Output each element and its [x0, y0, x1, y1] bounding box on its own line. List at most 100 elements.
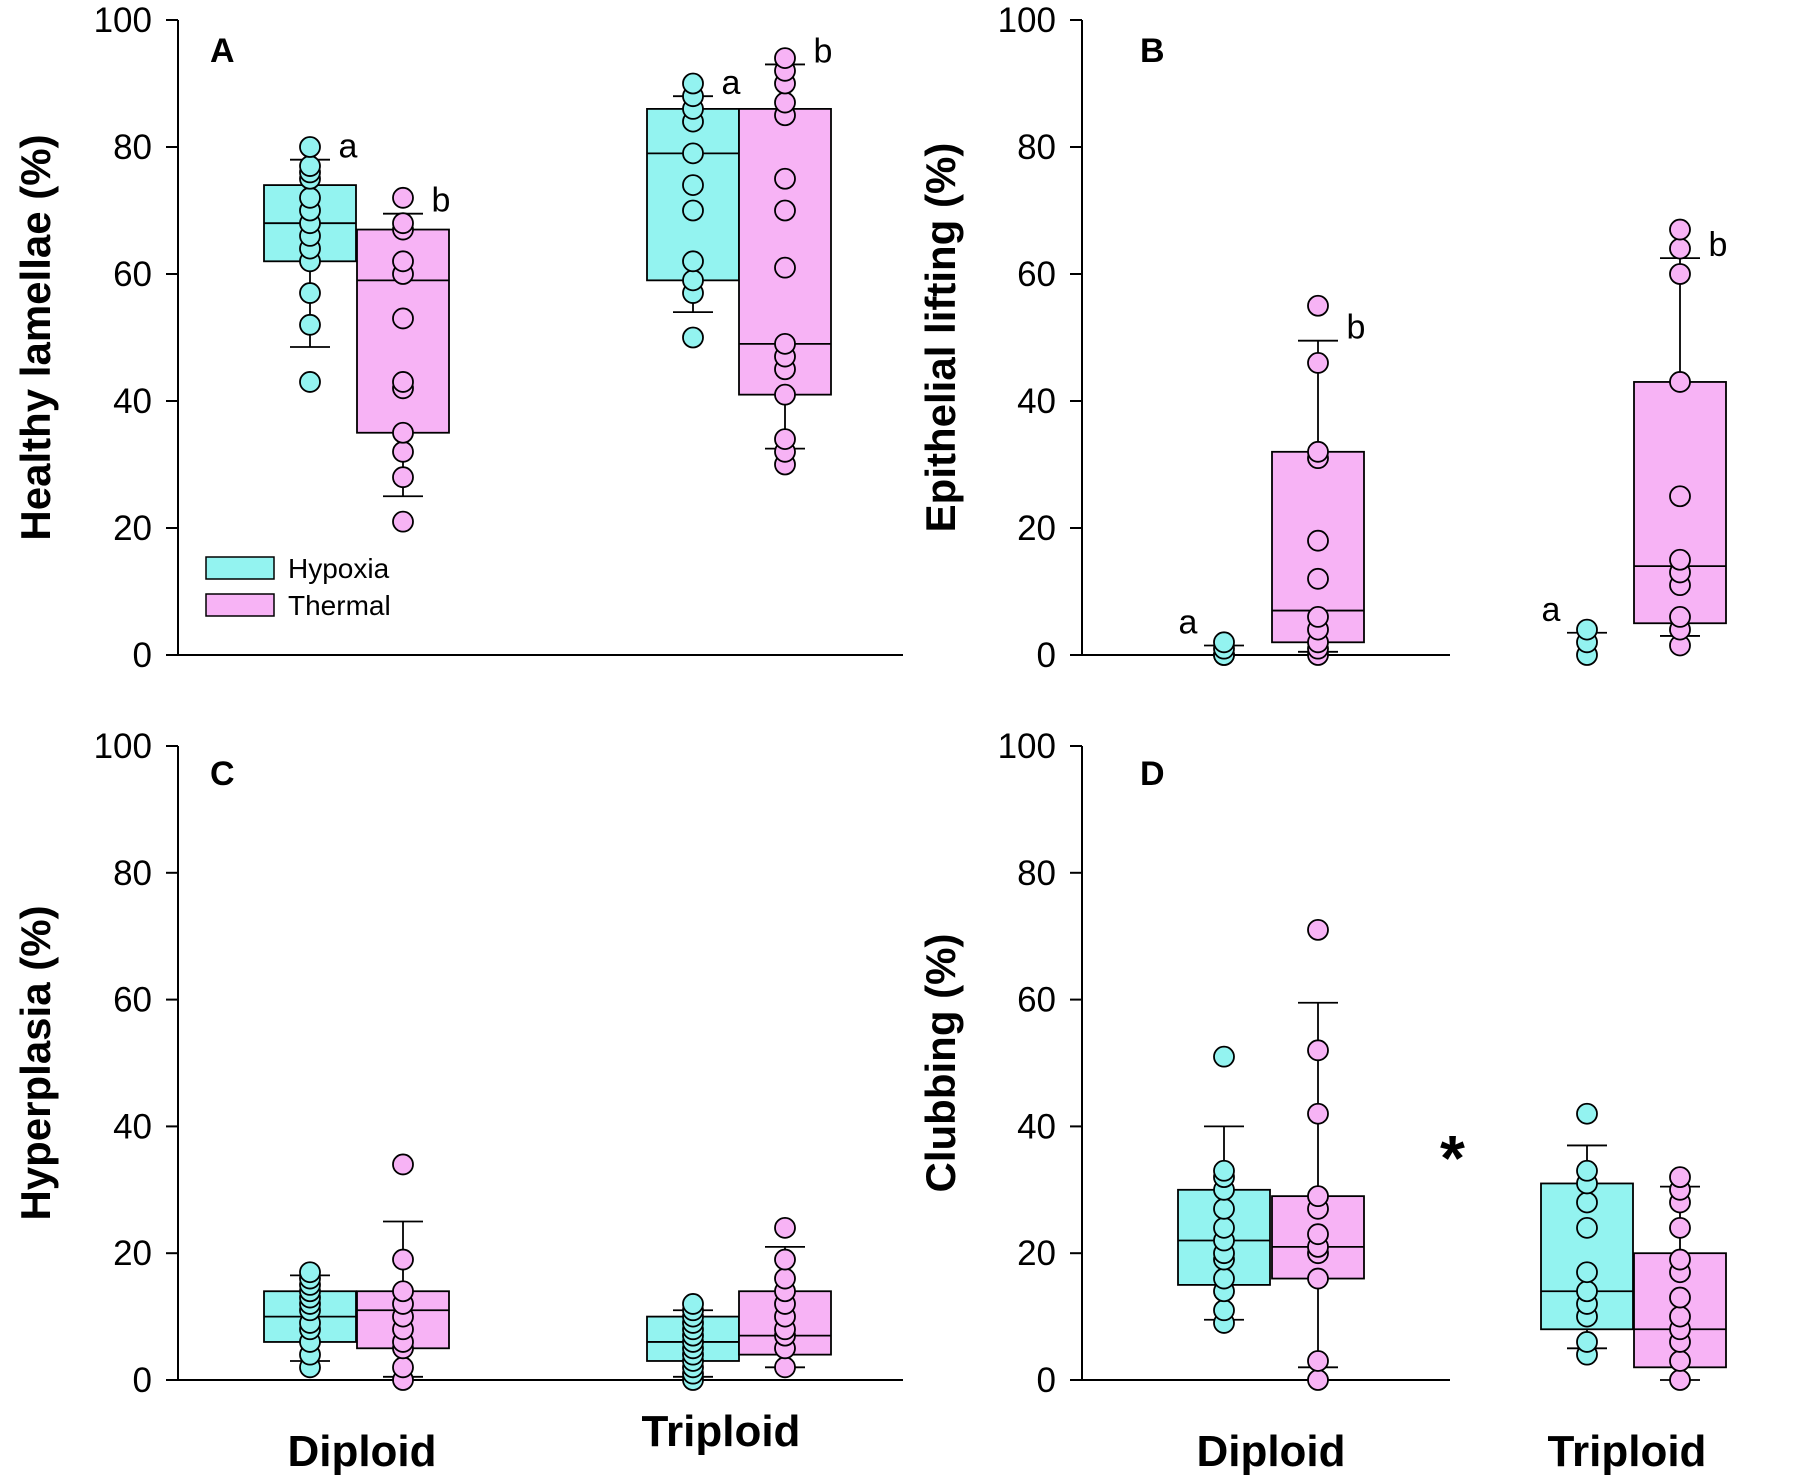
panel-b-thermal-triploid-point — [1669, 485, 1691, 508]
panel-c-thermal-triploid-point — [774, 1216, 796, 1239]
panel-b-thermal-triploid-point — [1669, 263, 1691, 285]
panel-d-hypoxia-triploid-point — [1576, 1102, 1598, 1125]
panel-b-letter: B — [1140, 32, 1165, 70]
panel-a-hypoxia-triploid-point — [682, 174, 704, 197]
panel-a-ytick-label: 60 — [113, 255, 152, 294]
panel-a-thermal-triploid-sig-letter: b — [814, 32, 833, 70]
panel-b-thermal-diploid-sig-letter: b — [1347, 309, 1366, 347]
legend-thermal-swatch — [205, 593, 275, 617]
panel-c-ytick-label: 100 — [94, 727, 152, 766]
panel-c-ytick-label: 80 — [113, 854, 152, 893]
panel-c-thermal-diploid-point — [392, 1280, 414, 1303]
panel-b-thermal-diploid-point — [1307, 606, 1329, 628]
panel-a-thermal-diploid-point — [392, 440, 414, 463]
group-label-diploid-right: Diploid — [1196, 1427, 1345, 1476]
panel-b-thermal-diploid-point — [1307, 440, 1329, 463]
panel-d-hypoxia-triploid-point — [1576, 1216, 1598, 1239]
panel-a: 0 20 40 60 80 100 Healthy lamellae (%) Aa b a b — [12, 1, 903, 675]
panel-a-hypoxia-diploid-point — [299, 155, 321, 177]
panel-a-hypoxia-diploid-point — [299, 282, 321, 304]
panel-a-thermal-diploid-point — [392, 421, 414, 444]
panel-c-thermal-triploid-point — [774, 1356, 796, 1379]
panel-b-ytick-label: 20 — [1017, 509, 1056, 548]
panel-d-thermal-diploid-point — [1307, 1267, 1329, 1290]
legend-hypoxia-label: Hypoxia — [288, 553, 390, 584]
panel-c-ytick-label: 60 — [113, 981, 152, 1020]
panel-b-thermal-triploid-point — [1669, 548, 1691, 571]
panel-a-hypoxia-triploid: a — [646, 64, 741, 349]
panel-c: 0 20 40 60 80 100 Hyperplasia (%) C — [12, 727, 903, 1400]
panel-d-thermal-diploid-point — [1307, 1350, 1329, 1372]
panel-a-thermal-triploid-point — [774, 199, 796, 222]
panel-d-ytick-label: 60 — [1017, 981, 1056, 1020]
panel-b-hypoxia-diploid-sig-letter: a — [1179, 603, 1198, 641]
panel-a-thermal-triploid-point — [774, 428, 796, 451]
panel-c-thermal-triploid-point — [774, 1267, 796, 1290]
panel-d-significance-asterisk: * — [1440, 1122, 1465, 1194]
panel-d-thermal-triploid — [1633, 1166, 1727, 1391]
panel-d-thermal-diploid — [1271, 918, 1365, 1391]
panel-a-letter: A — [210, 32, 235, 70]
panel-d-thermal-triploid-point — [1669, 1166, 1691, 1189]
panel-c-thermal-diploid-point — [392, 1356, 414, 1379]
panel-a-thermal-diploid-point — [392, 371, 414, 393]
panel-a-ytick-label: 100 — [94, 1, 152, 40]
panel-d-thermal-triploid-point — [1669, 1369, 1691, 1391]
panel-d-thermal-triploid-point — [1669, 1286, 1691, 1309]
panel-b-hypoxia-triploid: a — [1542, 591, 1607, 666]
panel-b-thermal-triploid-sig-letter: b — [1709, 226, 1728, 264]
legend-thermal-label: Thermal — [288, 590, 391, 621]
panel-c-hypoxia-triploid — [646, 1293, 740, 1391]
panel-c-letter: C — [210, 755, 235, 793]
panel-a-thermal-triploid-point — [774, 167, 796, 190]
panel-a-thermal-triploid-point — [774, 383, 796, 406]
panel-b-thermal-triploid-point — [1669, 218, 1691, 241]
panel-d-hypoxia-triploid-point — [1576, 1191, 1598, 1214]
panel-a-hypoxia-triploid-point — [682, 269, 704, 292]
panel-a-thermal-diploid: b — [356, 182, 451, 533]
panel-a-thermal-diploid-sig-letter: b — [432, 182, 451, 220]
group-label-triploid-right: Triploid — [1548, 1427, 1707, 1476]
panel-c-y-axis-title: Hyperplasia (%) — [12, 905, 59, 1220]
panel-b-ytick-label: 60 — [1017, 255, 1056, 294]
panel-b: 0 20 40 60 80 100 Epithelial lifting (%) Ba b a b — [917, 1, 1727, 675]
panel-d-hypoxia-triploid-point — [1576, 1280, 1598, 1303]
panel-a-thermal-triploid-point — [774, 332, 796, 355]
panel-d-hypoxia-triploid-point — [1576, 1331, 1598, 1353]
panel-d-thermal-triploid-point — [1669, 1216, 1691, 1239]
panel-a-thermal-diploid-point — [392, 510, 414, 533]
panel-a-thermal-triploid: b — [738, 32, 833, 476]
panel-c-thermal-diploid-point — [392, 1153, 414, 1176]
panel-c-thermal-diploid-point — [392, 1248, 414, 1271]
panel-a-hypoxia-diploid-sig-letter: a — [339, 128, 358, 166]
panel-a-thermal-diploid-point — [392, 212, 414, 235]
panel-a-thermal-triploid-point — [774, 47, 796, 69]
panel-c-hypoxia-diploid — [263, 1261, 357, 1379]
panel-d-hypoxia-diploid-point — [1213, 1299, 1235, 1322]
panel-c-ytick-label: 0 — [133, 1361, 152, 1400]
panel-b-y-axis-title: Epithelial lifting (%) — [917, 143, 964, 533]
panel-b-thermal-triploid-point — [1669, 606, 1691, 628]
panel-d-hypoxia-diploid-point — [1213, 1197, 1235, 1220]
panel-a-hypoxia-triploid-point — [682, 250, 704, 273]
panel-a-hypoxia-diploid-point — [299, 186, 321, 209]
panel-d-thermal-diploid-point — [1307, 1223, 1329, 1246]
panel-a-hypoxia-triploid-point — [682, 142, 704, 165]
panel-a-ytick-label: 40 — [113, 382, 152, 421]
panel-a-hypoxia-triploid-point — [682, 326, 704, 349]
panel-b-hypoxia-triploid-point — [1576, 618, 1598, 641]
panel-b-thermal-diploid-point — [1307, 294, 1329, 317]
panel-d-thermal-triploid-point — [1669, 1350, 1691, 1372]
panel-c-thermal-triploid — [738, 1216, 832, 1379]
panel-c-ytick-label: 20 — [113, 1234, 152, 1273]
panel-d-hypoxia-triploid-point — [1576, 1159, 1598, 1182]
panel-a-y-axis-title: Healthy lamellae (%) — [12, 134, 59, 540]
panel-a-hypoxia-diploid-point — [299, 371, 321, 393]
panel-d-thermal-diploid-point — [1307, 1039, 1329, 1062]
panel-b-ytick-label: 0 — [1037, 636, 1056, 675]
panel-d-thermal-diploid-point — [1307, 1102, 1329, 1125]
panel-a-hypoxia-diploid: a — [263, 128, 358, 393]
panel-b-thermal-triploid-point — [1669, 371, 1691, 393]
panel-d-hypoxia-diploid-point — [1213, 1159, 1235, 1182]
